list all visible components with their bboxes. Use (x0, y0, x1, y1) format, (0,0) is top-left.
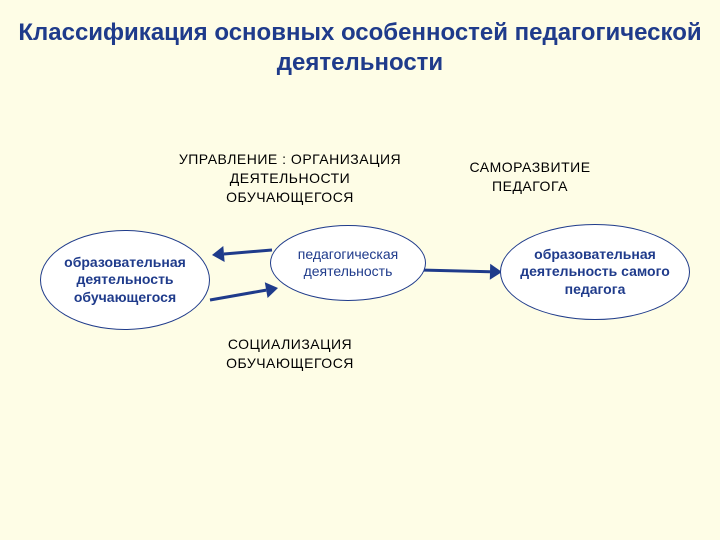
node-left-text: образовательная деятельность обучающегос… (49, 254, 201, 307)
node-center-text: педагогическая деятельность (279, 246, 417, 281)
node-right: образовательная деятельность самого педа… (500, 224, 690, 320)
slide-title: Классификация основных особенностей педа… (0, 18, 720, 78)
label-bottom: СОЦИАЛИЗАЦИЯ ОБУЧАЮЩЕГОСЯ (200, 335, 380, 373)
node-right-text: образовательная деятельность самого педа… (509, 246, 681, 299)
node-left: образовательная деятельность обучающегос… (40, 230, 210, 330)
label-top-right: САМОРАЗВИТИЕ ПЕДАГОГА (440, 158, 620, 196)
slide: Классификация основных особенностей педа… (0, 0, 720, 540)
node-center: педагогическая деятельность (270, 225, 426, 301)
label-top-left: УПРАВЛЕНИЕ : ОРГАНИЗАЦИЯ ДЕЯТЕЛЬНОСТИ ОБ… (170, 150, 410, 207)
